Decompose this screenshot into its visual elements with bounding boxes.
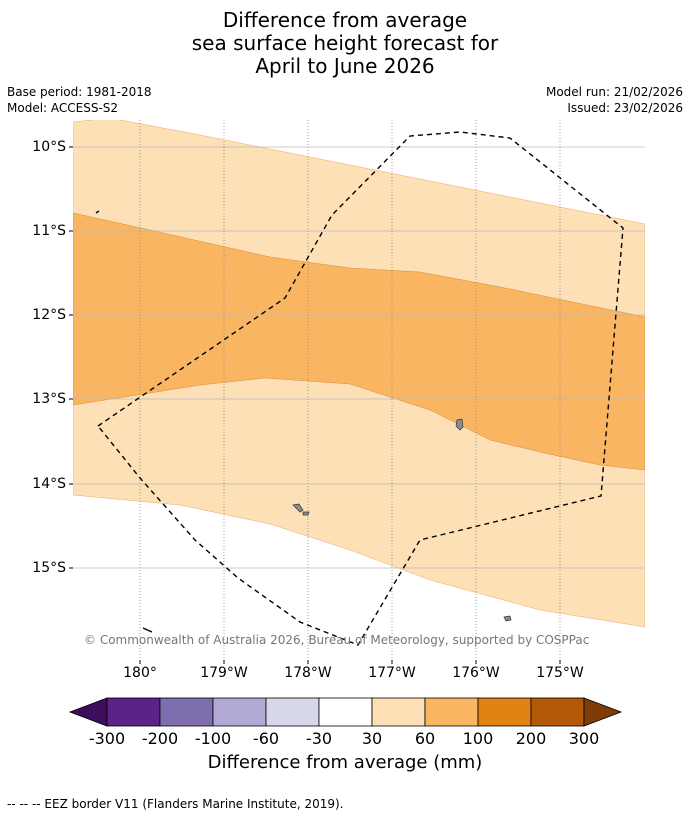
anomaly-band-60-100 [73, 212, 645, 471]
lon-label-178w: 178°W [284, 665, 332, 681]
lon-label-175w: 175°W [536, 665, 584, 681]
lon-label-179w: 179°W [200, 665, 248, 681]
colorbar-title: Difference from average (mm) [207, 752, 483, 773]
colorbar-segment-9 [530, 697, 585, 727]
lon-label-176w: 176°W [452, 665, 500, 681]
colorbar-tick-60: 60 [414, 729, 436, 748]
title-line-2: sea surface height forecast for [191, 31, 499, 55]
colorbar-segment-2 [159, 697, 214, 727]
island-b [292, 503, 304, 513]
title-line-3: April to June 2026 [255, 54, 435, 78]
colorbar-segment-1 [106, 697, 161, 727]
colorbar [68, 697, 623, 727]
lat-label-11s: 11°S [32, 223, 66, 239]
island-d [503, 615, 512, 622]
lon-label-180: 180° [123, 665, 157, 681]
issued-date: Issued: 23/02/2026 [567, 101, 683, 115]
lat-label-10s: 10°S [32, 139, 66, 155]
eez-border-fragment-b [142, 627, 153, 633]
colorbar-tick-minus-300: -300 [88, 729, 126, 748]
copyright-notice: © Commonwealth of Australia 2026, Bureau… [84, 633, 590, 647]
lon-label-177w: 177°W [368, 665, 416, 681]
map-area [73, 120, 645, 660]
colorbar-tick-30: 30 [361, 729, 383, 748]
colorbar-segment-3 [212, 697, 267, 727]
lat-label-15s: 15°S [32, 560, 66, 576]
colorbar-segment-5 [318, 697, 373, 727]
colorbar-tick-minus-200: -200 [141, 729, 179, 748]
eez-border [96, 131, 624, 646]
colorbar-segment-7 [424, 697, 479, 727]
colorbar-segment-4 [265, 697, 320, 727]
eez-footnote: -- -- -- EEZ border V11 (Flanders Marine… [7, 797, 344, 811]
latitude-ticks [69, 146, 73, 569]
lat-label-13s: 13°S [32, 391, 66, 407]
title-line-1: Difference from average [222, 8, 468, 32]
colorbar-tick-minus-30: -30 [305, 729, 333, 748]
model-run: Model run: 21/02/2026 [545, 85, 683, 99]
colorbar-tick-100: 100 [462, 729, 494, 748]
latitude-gridlines [73, 146, 645, 569]
colorbar-tick-300: 300 [568, 729, 600, 748]
colorbar-segment-6 [371, 697, 426, 727]
lat-label-14s: 14°S [32, 476, 66, 492]
base-period: Base period: 1981-2018 [7, 85, 152, 99]
eez-border-fragment-a [95, 210, 100, 214]
colorbar-segment-8 [477, 697, 532, 727]
colorbar-tick-200: 200 [515, 729, 547, 748]
colorbar-tick-minus-60: -60 [252, 729, 280, 748]
island-a [455, 418, 464, 431]
longitude-ticks [139, 660, 561, 664]
colorbar-tick-minus-100: -100 [194, 729, 232, 748]
colorbar-extend-low [68, 697, 108, 727]
island-c [302, 511, 310, 516]
islands [292, 418, 512, 622]
model-name: Model: ACCESS-S2 [7, 101, 119, 115]
longitude-gridlines [139, 120, 561, 660]
lat-label-12s: 12°S [32, 307, 66, 323]
colorbar-extend-high [583, 697, 623, 727]
